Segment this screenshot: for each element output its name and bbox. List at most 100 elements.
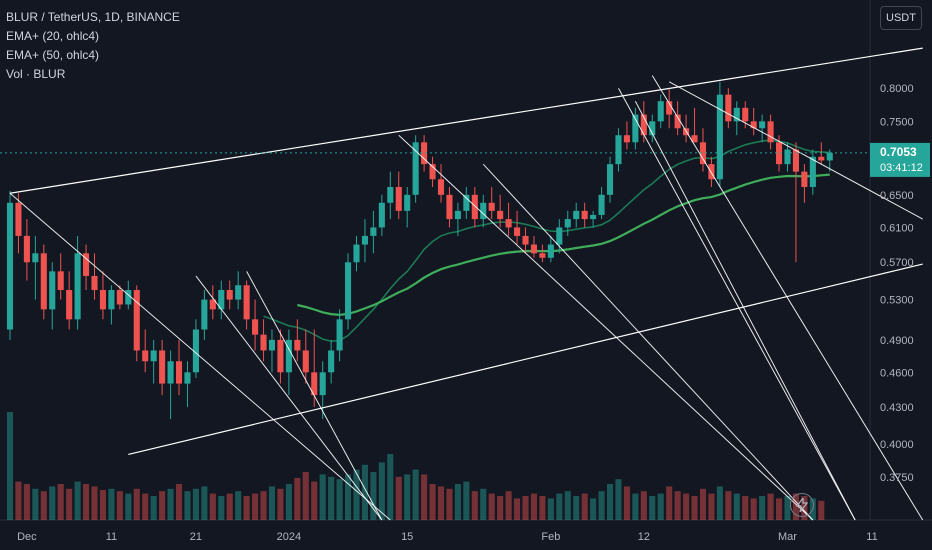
candle-body bbox=[243, 285, 250, 320]
candle-body bbox=[192, 329, 199, 373]
candle-body bbox=[691, 135, 698, 143]
volume-bar bbox=[150, 496, 157, 520]
volume-bar bbox=[277, 488, 284, 520]
volume-bar bbox=[116, 491, 123, 520]
fan-line bbox=[482, 163, 814, 521]
volume-bar bbox=[370, 472, 377, 520]
candle-body bbox=[767, 121, 774, 143]
volume-bar bbox=[666, 486, 673, 520]
candle-body bbox=[91, 275, 98, 290]
volume-bar bbox=[243, 496, 250, 520]
candle-body bbox=[108, 289, 115, 310]
volume-bar bbox=[564, 491, 571, 520]
candle-body bbox=[328, 350, 335, 373]
candle-body bbox=[818, 156, 825, 161]
candle-body bbox=[125, 289, 132, 305]
volume-bar bbox=[716, 486, 723, 520]
volume-bar bbox=[412, 469, 419, 520]
volume-bar bbox=[759, 496, 766, 520]
volume-bar bbox=[437, 486, 445, 520]
candle-body bbox=[184, 372, 191, 384]
candle-body bbox=[497, 210, 504, 220]
candle-body bbox=[429, 164, 436, 180]
candle-body bbox=[32, 253, 39, 263]
volume-bar bbox=[404, 474, 411, 520]
candle-body bbox=[40, 253, 47, 310]
fan-line bbox=[668, 81, 923, 220]
price-tick-label: 0.6100 bbox=[880, 222, 914, 234]
fan-line bbox=[195, 275, 383, 521]
candle-body bbox=[268, 339, 276, 351]
symbol-title[interactable]: BLUR / TetherUS, 1D, BINANCE bbox=[6, 10, 180, 24]
currency-button[interactable]: USDT bbox=[880, 6, 922, 30]
candle-body bbox=[581, 210, 588, 220]
volume-bar bbox=[6, 412, 14, 520]
bolt-icon[interactable] bbox=[790, 493, 814, 517]
candle-body bbox=[209, 299, 216, 310]
date-tick-label: 2024 bbox=[277, 531, 301, 543]
candle-body bbox=[404, 194, 411, 211]
volume-bar bbox=[683, 493, 690, 520]
volume-bar bbox=[192, 488, 199, 520]
volume-bar bbox=[539, 496, 546, 520]
candle-body bbox=[750, 121, 757, 129]
candle-body bbox=[260, 334, 267, 351]
candle-body bbox=[759, 121, 766, 129]
candle-body bbox=[83, 253, 90, 276]
volume-bar bbox=[750, 498, 757, 520]
candle-body bbox=[471, 194, 478, 220]
volume-bar bbox=[142, 493, 149, 520]
volume-legend[interactable]: Vol · BLUR bbox=[6, 67, 66, 81]
volume-bar bbox=[421, 474, 428, 520]
candle-body bbox=[226, 289, 233, 300]
volume-bar bbox=[91, 486, 98, 520]
date-tick-label: Mar bbox=[778, 531, 797, 543]
candle-body bbox=[74, 253, 81, 320]
candle-body bbox=[344, 262, 352, 320]
volume-bar bbox=[784, 496, 791, 520]
candle-body bbox=[725, 94, 732, 122]
candle-body bbox=[598, 194, 605, 215]
candle-body bbox=[547, 244, 554, 258]
current-price-tag bbox=[870, 142, 930, 177]
ema50-line bbox=[297, 173, 830, 317]
candle-body bbox=[218, 289, 225, 310]
candle-body bbox=[801, 171, 808, 187]
volume-bar bbox=[505, 491, 512, 520]
volume-bar bbox=[209, 493, 216, 520]
volume-bar bbox=[598, 491, 605, 520]
volume-bar bbox=[328, 476, 335, 520]
volume-bar bbox=[488, 493, 495, 520]
ema20-legend[interactable]: EMA+ (20, ohlc4) bbox=[6, 29, 100, 43]
candle-body bbox=[23, 235, 30, 263]
volume-bar bbox=[657, 493, 664, 520]
volume-bar bbox=[226, 493, 233, 520]
candle-body bbox=[336, 319, 343, 351]
trendline-lower-channel bbox=[128, 263, 923, 456]
candle-body bbox=[826, 152, 833, 161]
volume-bar bbox=[235, 491, 242, 520]
date-tick-label: 15 bbox=[401, 531, 413, 543]
ema50-legend[interactable]: EMA+ (50, ohlc4) bbox=[6, 48, 100, 62]
candle-body bbox=[615, 135, 622, 165]
candle-body bbox=[353, 244, 360, 263]
volume-bar bbox=[387, 454, 394, 520]
candle-body bbox=[716, 94, 723, 180]
candle-body bbox=[116, 289, 123, 305]
candle-body bbox=[505, 219, 512, 228]
volume-bar bbox=[547, 498, 554, 520]
candle-body bbox=[530, 244, 538, 254]
candle-body bbox=[775, 142, 783, 165]
volume-bar bbox=[175, 484, 183, 520]
price-countdown: 03:41:12 bbox=[880, 162, 923, 174]
volume-bar bbox=[514, 498, 521, 520]
volume-bar bbox=[818, 500, 825, 520]
volume-bar bbox=[218, 496, 225, 520]
candle-body bbox=[57, 271, 64, 290]
volume-bar bbox=[615, 479, 622, 520]
candle-body bbox=[421, 142, 428, 165]
date-tick-label: 11 bbox=[866, 531, 877, 543]
fan-line bbox=[618, 87, 856, 521]
date-tick-label: 21 bbox=[190, 531, 202, 543]
